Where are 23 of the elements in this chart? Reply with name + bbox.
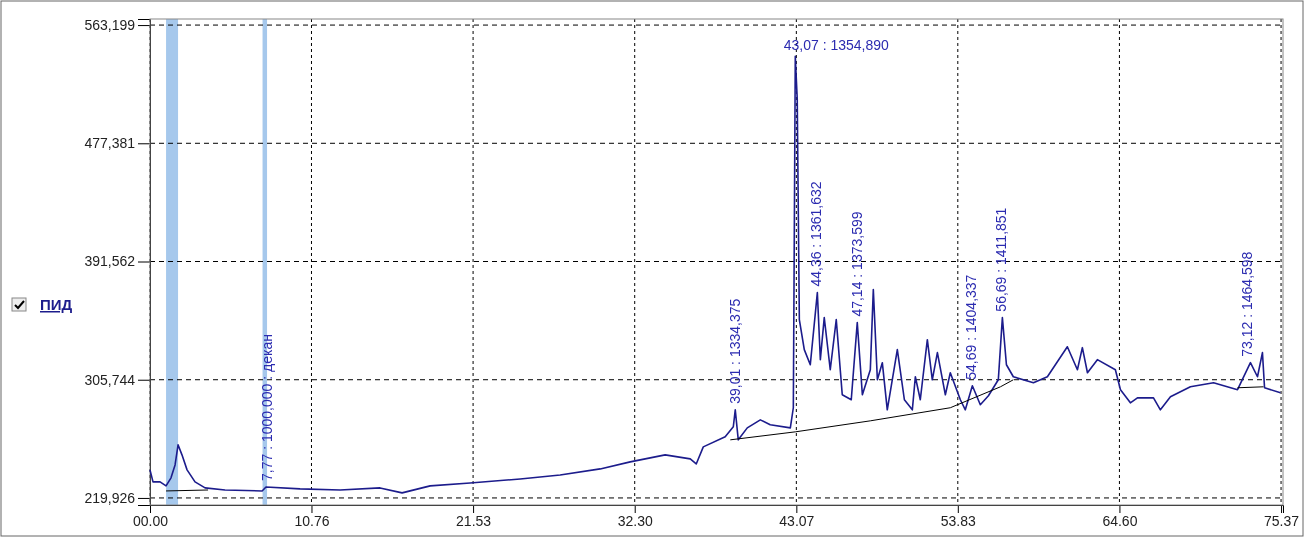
x-tick-label: 53.83 xyxy=(940,512,977,529)
x-tick-label: 64.60 xyxy=(1102,512,1138,529)
annotation: 39,01 : 1334,375 xyxy=(727,298,744,404)
annotation: 44,36 : 1361,632 xyxy=(807,181,824,287)
x-tick-label: 10.76 xyxy=(294,512,330,529)
text: ПИД xyxy=(40,296,73,313)
annotation: 73,12 : 1464,598 xyxy=(1239,251,1256,357)
annotation: 47,14 : 1373,599 xyxy=(849,211,866,317)
y-tick-label: 391,562 xyxy=(84,253,136,270)
y-tick-label: 219,926 xyxy=(84,489,136,506)
line-series xyxy=(149,55,1282,494)
annotation: 7,77 : 1000,000 : декан xyxy=(258,334,275,481)
y-tick-label: 305,744 xyxy=(84,371,136,388)
y-tick-label: 477,381 xyxy=(84,135,136,152)
x-tick-label: 00.00 xyxy=(132,512,169,529)
annotation: 43,07 : 1354,890 xyxy=(783,37,890,54)
x-tick-label: 32.30 xyxy=(617,512,653,529)
annotation: 56,69 : 1411,851 xyxy=(992,207,1009,312)
x-tick-label: 43.07 xyxy=(779,512,815,529)
x-tick-label: 75.37 xyxy=(1264,512,1300,529)
y-tick-label: 563,199 xyxy=(84,17,136,34)
annotation: 54,69 : 1404,337 xyxy=(962,274,979,380)
x-tick-label: 21.53 xyxy=(456,512,492,529)
